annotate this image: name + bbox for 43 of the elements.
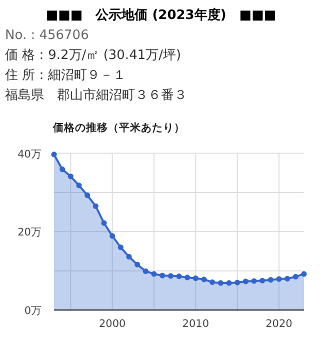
point xyxy=(92,203,98,209)
point xyxy=(301,271,307,277)
point xyxy=(218,280,224,286)
point xyxy=(234,280,240,286)
point xyxy=(84,192,90,198)
point xyxy=(151,271,157,277)
point xyxy=(292,274,298,280)
point xyxy=(276,276,282,282)
x-tick-label: 2000 xyxy=(98,318,126,330)
point xyxy=(192,275,198,282)
chart-title: 価格の推移（平米あたり） xyxy=(52,121,185,134)
point xyxy=(210,279,216,285)
point xyxy=(160,272,166,278)
point xyxy=(284,276,290,282)
x-tick-label: 2020 xyxy=(266,318,292,330)
point xyxy=(168,273,174,279)
y-tick-label: 0万 xyxy=(24,305,42,317)
point xyxy=(142,268,148,274)
point xyxy=(184,274,190,280)
y-tick-label: 40万 xyxy=(18,148,42,160)
point xyxy=(126,254,132,260)
point xyxy=(201,276,207,282)
point xyxy=(226,280,232,286)
x-tick-label: 2010 xyxy=(182,318,210,330)
point xyxy=(251,278,257,284)
point xyxy=(260,278,266,284)
point xyxy=(51,152,57,158)
point xyxy=(101,220,107,226)
point xyxy=(176,274,182,280)
text: 価 格：9.2万/㎡ (30.41万/坪) xyxy=(5,48,182,63)
text: 住 所：細沼町９－１ xyxy=(4,68,126,83)
point xyxy=(242,278,248,284)
point xyxy=(60,166,66,172)
y-tick-label: 20万 xyxy=(18,226,42,239)
point xyxy=(268,277,274,283)
text: 福島県 郡山市細沼町３６番３ xyxy=(5,88,187,103)
text: No. : 456706 xyxy=(5,28,89,43)
point xyxy=(110,233,116,239)
point xyxy=(76,182,82,188)
point xyxy=(118,244,124,250)
point xyxy=(134,262,140,268)
point xyxy=(68,174,74,180)
text: ■■■ 公示地価 (2023年度) ■■■ xyxy=(46,7,276,23)
